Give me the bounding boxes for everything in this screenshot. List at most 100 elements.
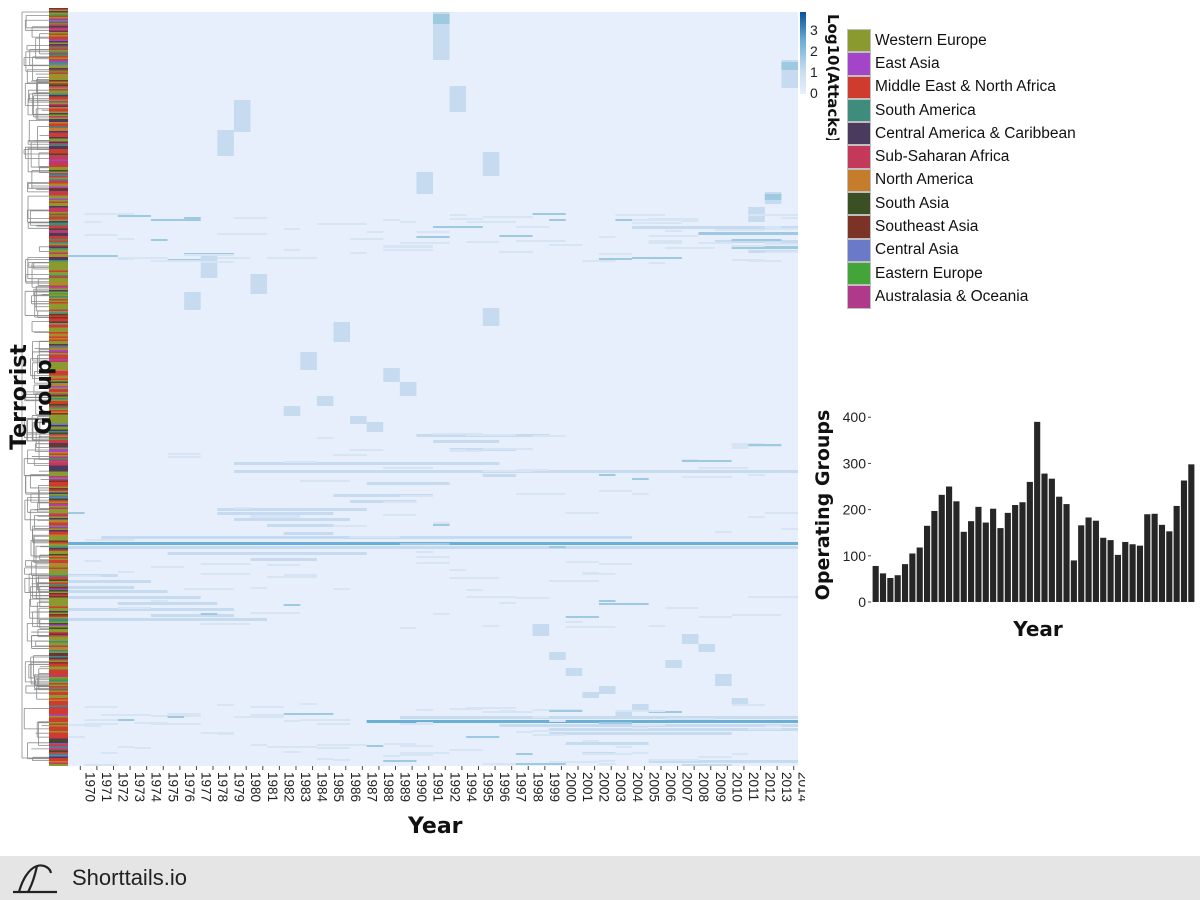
region-strip-cell — [49, 68, 68, 70]
region-strip-cell — [49, 69, 68, 72]
heatmap-cell — [167, 453, 201, 455]
region-strip-cell — [49, 407, 68, 409]
heatmap-cell — [250, 714, 284, 716]
year-tick-label: 1973 — [132, 772, 147, 802]
colorbar-tick-label: 2 — [810, 43, 818, 59]
heatmap-cell — [648, 242, 682, 244]
region-strip-cell — [49, 701, 68, 703]
region-strip-cell — [49, 737, 68, 739]
region-strip-cell — [49, 563, 68, 565]
region-strip-cell — [49, 215, 68, 217]
region-strip-cell — [49, 597, 68, 600]
heatmap-cell — [598, 686, 616, 694]
region-strip-cell — [49, 677, 68, 679]
region-strip-cell — [49, 263, 68, 265]
region-strip-cell — [49, 639, 68, 642]
region-strip-cell — [49, 51, 68, 54]
region-strip-cell — [49, 251, 68, 253]
heatmap-cell — [84, 706, 118, 708]
region-strip-cell — [49, 101, 68, 103]
region-strip-cell — [49, 413, 68, 415]
region-strip-cell — [49, 644, 68, 646]
year-tick-label: 2010 — [729, 772, 744, 802]
region-strip-cell — [49, 525, 68, 528]
region-strip-cell — [49, 131, 68, 133]
heatmap-cell — [632, 724, 666, 726]
region-strip-cell — [49, 596, 68, 598]
legend-item: Sub-Saharan Africa — [847, 145, 1107, 169]
heatmap-cell — [84, 560, 102, 562]
region-strip-cell — [49, 182, 68, 184]
year-tick-label: 1998 — [530, 772, 545, 802]
heatmap-cell — [764, 226, 782, 228]
region-strip-cell — [49, 444, 68, 447]
heatmap-cell — [449, 218, 483, 220]
legend-label: Australasia & Oceania — [875, 287, 1029, 305]
region-strip-cell — [49, 360, 68, 363]
region-strip-cell — [49, 144, 68, 147]
region-strip-cell — [49, 524, 68, 526]
year-tick-label: 1980 — [248, 772, 263, 802]
region-strip-cell — [49, 669, 68, 672]
region-strip-cell — [49, 168, 68, 171]
year-tick-label: 1982 — [281, 772, 296, 802]
heatmap-cell — [565, 621, 583, 623]
region-strip-cell — [49, 500, 68, 502]
bar — [1136, 545, 1144, 602]
y-tick-label: 300 — [843, 455, 867, 471]
heatmap-cell — [233, 100, 251, 132]
heatmap-cell — [217, 704, 234, 706]
year-tick-label: 2002 — [597, 772, 612, 802]
region-strip-cell — [49, 75, 68, 78]
region-strip-cell — [49, 153, 68, 156]
heatmap-cell — [333, 525, 367, 527]
region-strip-cell — [49, 759, 68, 762]
region-strip-cell — [49, 732, 68, 735]
heatmap-cell — [383, 760, 417, 762]
region-strip-cell — [49, 618, 68, 621]
heatmap-cell — [681, 764, 732, 766]
heatmap-cell — [598, 236, 616, 238]
region-strip-cell — [49, 438, 68, 441]
region-strip-cell — [49, 476, 68, 478]
region-strip-cell — [49, 365, 68, 367]
region-strip-cell — [49, 494, 68, 496]
region-strip-cell — [49, 395, 68, 397]
year-tick-label: 1994 — [464, 772, 479, 803]
y-tick-label: 100 — [843, 548, 867, 564]
bar — [1188, 464, 1195, 602]
region-strip-cell — [49, 473, 68, 475]
region-strip-cell — [49, 392, 68, 394]
bar — [1070, 560, 1077, 602]
region-strip-cell — [49, 647, 68, 649]
heatmap-cell — [665, 247, 682, 249]
region-strip-cell — [49, 165, 68, 168]
heatmap-cell — [68, 590, 168, 593]
bar — [1063, 504, 1070, 602]
region-strip-cell — [49, 60, 68, 63]
row-dendrogram — [21, 11, 49, 762]
region-strip-cell — [49, 201, 68, 204]
heatmap-cell — [549, 546, 566, 548]
heatmap-cell — [681, 634, 699, 644]
region-strip-cell — [49, 113, 68, 115]
region-strip-cell — [49, 138, 68, 141]
region-strip-cell — [49, 710, 68, 712]
region-strip-cell — [49, 338, 68, 340]
region-strip-cell — [49, 603, 68, 606]
region-strip-cell — [49, 198, 68, 201]
heatmap-cell — [466, 434, 516, 436]
region-strip-cell — [49, 435, 68, 438]
region-strip-cell — [49, 417, 68, 420]
heatmap-cell — [84, 234, 118, 236]
region-strip-cell — [49, 353, 68, 355]
bar — [1092, 520, 1099, 602]
region-strip-cell — [49, 236, 68, 238]
region-strip-cell — [49, 320, 68, 322]
region-strip-cell — [49, 375, 68, 378]
heatmap-cell — [632, 222, 682, 224]
region-strip-cell — [49, 668, 68, 670]
region-strip-cell — [49, 422, 68, 424]
region-strip-cell — [49, 648, 68, 651]
region-strip-cell — [49, 224, 68, 226]
